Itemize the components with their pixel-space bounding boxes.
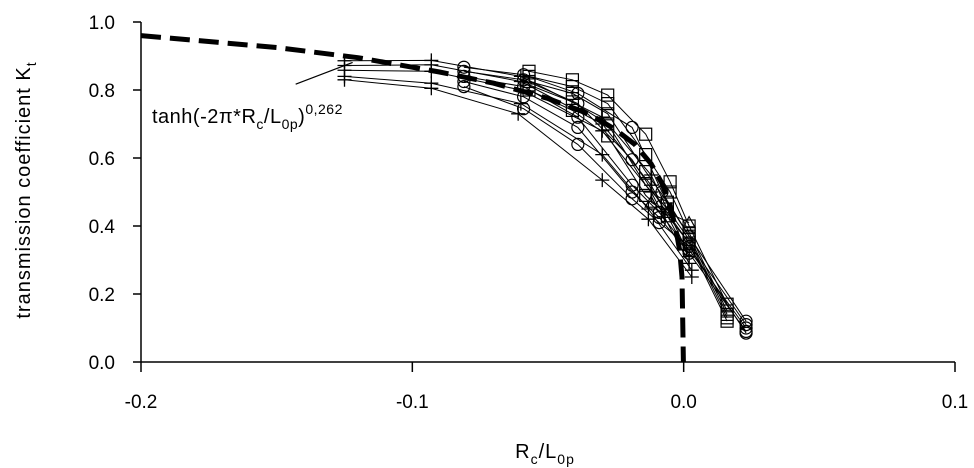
annot-sup: 0,262 bbox=[305, 101, 343, 117]
y-tick-label: 0.2 bbox=[89, 285, 115, 306]
plus-marker bbox=[337, 72, 352, 87]
y-tick-label: 0.8 bbox=[89, 81, 115, 102]
series-line bbox=[528, 89, 728, 322]
circle-marker bbox=[739, 326, 753, 340]
square-marker bbox=[601, 96, 615, 111]
plus-marker bbox=[595, 147, 610, 162]
square-marker bbox=[565, 95, 580, 109]
annot-sub1: c bbox=[256, 116, 264, 132]
series-line bbox=[344, 69, 690, 264]
annot-mid: /L bbox=[264, 106, 282, 128]
circle-marker bbox=[625, 120, 639, 135]
data-series-square bbox=[522, 64, 734, 311]
data-series-square bbox=[522, 83, 734, 328]
data-series-triangle bbox=[644, 194, 697, 229]
series-line bbox=[463, 75, 747, 329]
triangle-marker bbox=[644, 194, 659, 208]
series-line bbox=[528, 84, 728, 319]
annot-end: ) bbox=[298, 106, 305, 128]
y-tick-label: 0.4 bbox=[89, 217, 116, 238]
data-series-circle bbox=[457, 74, 753, 338]
plus-marker bbox=[682, 256, 697, 271]
square-marker bbox=[601, 107, 615, 121]
series-line bbox=[463, 86, 747, 334]
plus-marker bbox=[684, 270, 699, 284]
triangle-marker bbox=[660, 205, 675, 218]
square-marker bbox=[522, 83, 536, 97]
x-tick-label: -0.1 bbox=[396, 392, 429, 413]
plus-marker bbox=[595, 173, 610, 188]
square-marker bbox=[565, 103, 580, 118]
circle-marker bbox=[571, 120, 585, 135]
series-line bbox=[344, 79, 693, 278]
circle-marker bbox=[516, 102, 531, 116]
xlabel-sep: /L bbox=[539, 441, 558, 463]
x-tick-label: -0.2 bbox=[125, 392, 158, 413]
annotation-leader-line bbox=[295, 61, 353, 85]
y-axis-title: transmission coefficient Kt bbox=[13, 61, 39, 318]
ylabel-sub: t bbox=[23, 61, 39, 66]
square-marker bbox=[663, 175, 677, 189]
x-tick-label: 0.1 bbox=[942, 392, 968, 413]
y-tick-label: 0.0 bbox=[89, 353, 115, 374]
circle-marker bbox=[457, 69, 471, 84]
circle-marker bbox=[457, 60, 471, 74]
circle-marker bbox=[457, 64, 471, 78]
square-marker bbox=[639, 165, 653, 179]
plus-marker bbox=[424, 81, 439, 96]
xlabel-sub2: 0p bbox=[557, 451, 575, 467]
square-marker bbox=[639, 127, 653, 141]
data-series-square bbox=[522, 74, 734, 321]
square-marker bbox=[565, 73, 580, 87]
x-axis-title: Rc/L0p bbox=[515, 441, 575, 467]
square-marker bbox=[682, 236, 696, 250]
data-series-plus bbox=[337, 69, 699, 278]
square-marker bbox=[601, 129, 615, 143]
series-line bbox=[463, 81, 747, 332]
circle-marker bbox=[625, 192, 639, 206]
circle-marker bbox=[457, 74, 471, 89]
axes: 0.0 0.2 0.4 0.6 0.8 1.0 -0.2 -0.1 0.0 0.1 bbox=[89, 13, 969, 413]
fit-curve-dashed bbox=[140, 33, 686, 363]
x-tick-label: 0.0 bbox=[670, 392, 696, 413]
xlabel-sub1: c bbox=[531, 451, 539, 467]
data-series-circle bbox=[457, 64, 753, 332]
square-marker bbox=[660, 209, 674, 223]
annot-main: tanh(-2π*R bbox=[152, 106, 256, 128]
annot-sub2: 0p bbox=[282, 116, 299, 132]
y-tick-label: 0.6 bbox=[89, 149, 115, 170]
square-marker bbox=[663, 185, 677, 199]
plus-marker bbox=[424, 64, 439, 79]
series-line bbox=[528, 81, 728, 315]
series-line bbox=[528, 75, 728, 312]
circle-marker bbox=[457, 79, 471, 94]
triangle-marker bbox=[682, 215, 697, 229]
data-series-layer bbox=[337, 53, 753, 340]
circle-marker bbox=[571, 137, 585, 151]
circle-marker bbox=[739, 321, 753, 335]
ylabel-main: transmission coefficient K bbox=[13, 66, 35, 318]
series-line bbox=[344, 64, 690, 257]
square-marker bbox=[639, 148, 653, 162]
square-marker bbox=[639, 188, 653, 202]
square-marker bbox=[565, 86, 580, 101]
square-marker bbox=[601, 88, 615, 102]
fit-equation-annotation: tanh(-2π*Rc/L0p)0,262 bbox=[152, 101, 343, 132]
circle-marker bbox=[625, 185, 639, 199]
square-marker bbox=[565, 79, 580, 94]
square-marker bbox=[720, 314, 734, 328]
circle-marker bbox=[652, 216, 666, 230]
series-line bbox=[463, 66, 747, 322]
y-tick-label: 1.0 bbox=[89, 13, 115, 34]
series-line bbox=[528, 70, 728, 305]
xlabel-main: R bbox=[515, 441, 530, 463]
